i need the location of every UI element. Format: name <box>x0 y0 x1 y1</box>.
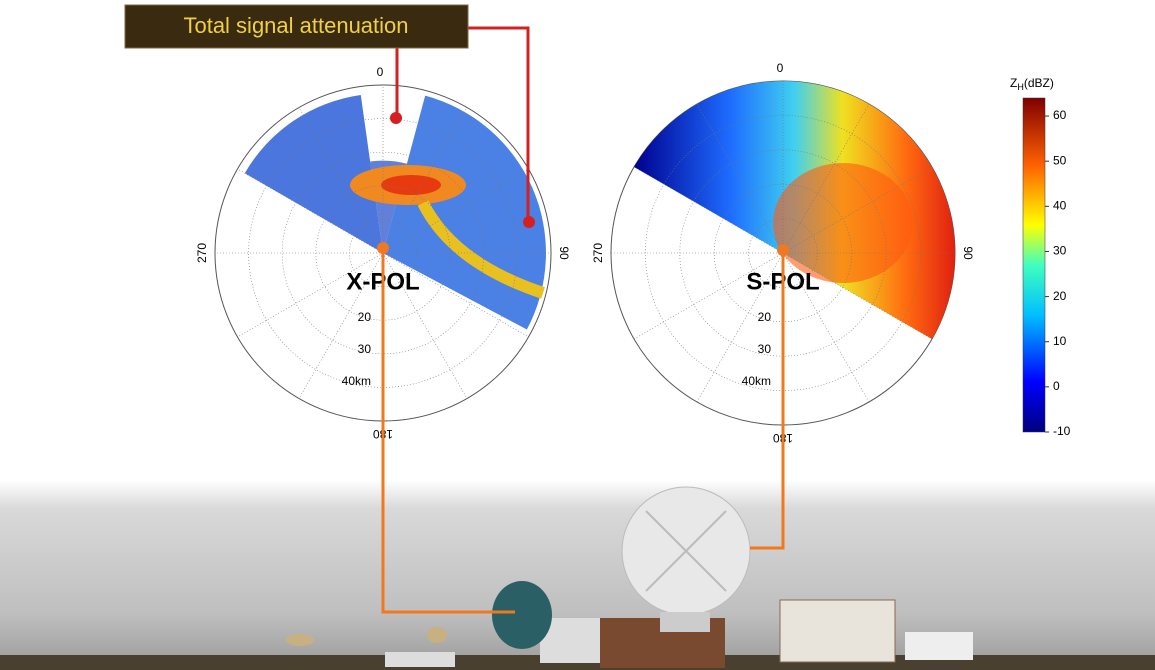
colorbar-tick-label: 30 <box>1053 244 1067 258</box>
x-pol-link <box>381 248 515 614</box>
truck <box>905 632 973 660</box>
colorbar-gradient <box>1022 97 1046 433</box>
colorbar-tick-label: -10 <box>1053 424 1071 438</box>
range-ring <box>248 118 518 388</box>
radial-line <box>382 168 529 254</box>
radial-line <box>237 168 384 254</box>
colorbar-label: ZH(dBZ) <box>1010 76 1054 92</box>
small-dish <box>427 627 447 643</box>
reflectivity-core <box>381 175 441 195</box>
azimuth-label: 270 <box>195 243 209 263</box>
radial-line <box>298 107 384 254</box>
reflectivity-band <box>417 200 545 299</box>
range-ring <box>281 151 485 355</box>
azimuth-label: 0 <box>777 61 784 75</box>
callout-dot <box>523 216 535 228</box>
range-ring <box>713 183 853 323</box>
range-ring <box>748 218 818 288</box>
radial-line <box>382 252 529 338</box>
colorbar-tick-label: 0 <box>1053 379 1060 393</box>
unit: (dBZ) <box>1024 76 1054 90</box>
range-ring <box>679 149 887 357</box>
range-label: 20 <box>758 310 772 324</box>
reflectivity-core <box>773 163 913 283</box>
callout-lines <box>395 26 530 222</box>
x-pol-site <box>377 242 389 254</box>
range-label: 40km <box>742 374 771 388</box>
label: Z <box>1010 76 1017 90</box>
small-dish <box>286 634 314 646</box>
colorbar-tick-label: 60 <box>1053 108 1067 122</box>
colorbar: ZH(dBZ) 60 50 40 30 20 10 0 -10 <box>1010 76 1071 438</box>
radar-panels: 090180270203040kmX-POL090180270203040kmS… <box>195 61 975 445</box>
x-pol-dish <box>492 581 552 649</box>
callout-label: Total signal attenuation <box>183 13 408 38</box>
range-label: 40km <box>342 374 371 388</box>
callout-box <box>124 4 469 49</box>
azimuth-label: 270 <box>591 243 605 263</box>
colorbar-tick-label: 40 <box>1053 198 1067 212</box>
range-label: 20 <box>358 310 372 324</box>
s-pol-site <box>777 244 789 256</box>
reflectivity <box>383 95 546 330</box>
callout-dot <box>390 112 402 124</box>
radial-line <box>298 252 384 399</box>
pedestal <box>660 612 710 632</box>
subscript: H <box>1017 82 1024 92</box>
reflectivity <box>244 94 383 253</box>
colorbar-tick-label: 10 <box>1053 334 1067 348</box>
car <box>385 652 455 667</box>
dish-struts <box>645 510 727 592</box>
trailer <box>779 599 896 663</box>
s-pol-link <box>750 248 785 550</box>
azimuth-label: 90 <box>557 246 571 260</box>
photo <box>0 480 1155 670</box>
range-label: 30 <box>758 342 772 356</box>
connectors: Total signal attenuation <box>124 4 789 614</box>
colorbar-tick-label: 50 <box>1053 153 1067 167</box>
radial-line <box>382 107 468 254</box>
azimuth-label: 90 <box>961 246 975 260</box>
radial-line <box>382 252 468 399</box>
azimuth-label: 0 <box>377 65 384 79</box>
range-label: 30 <box>358 342 372 356</box>
radial-line <box>237 252 384 338</box>
colorbar-tick-label: 20 <box>1053 289 1067 303</box>
